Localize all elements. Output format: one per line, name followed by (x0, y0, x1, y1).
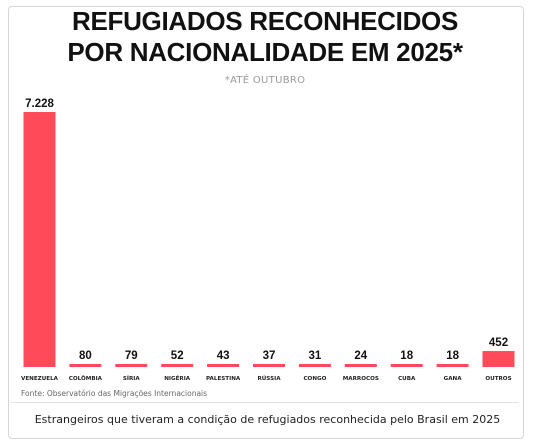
bar-venezuela (23, 112, 56, 367)
divider (11, 402, 519, 403)
value-label: 18 (446, 350, 459, 362)
category-label: NIGÉRIA (164, 374, 191, 382)
value-label: 80 (79, 350, 92, 362)
bar-nigéria (161, 364, 194, 367)
value-label: 18 (400, 350, 413, 362)
chart-subtitle: *ATÉ OUTUBRO (224, 75, 306, 86)
category-label: OUTROS (485, 376, 511, 382)
bar-síria (115, 364, 148, 367)
bar-cuba (390, 364, 423, 367)
value-label: 24 (354, 350, 367, 362)
category-label: GANA (444, 376, 463, 382)
bar-palestina (207, 364, 240, 367)
bar-rússia (253, 364, 285, 367)
value-label: 31 (309, 350, 322, 362)
value-label: 79 (125, 350, 138, 362)
category-label: SÍRIA (123, 374, 140, 382)
bar-gana (436, 364, 469, 367)
value-label: 43 (217, 350, 230, 362)
category-label: RÚSSIA (257, 375, 281, 382)
bar-marrocos (344, 364, 377, 367)
bar-outros (482, 351, 515, 367)
chart-title-line-1: REFUGIADOS RECONHECIDOS (71, 6, 459, 36)
bar-colômbia (69, 364, 102, 367)
value-label: 452 (489, 337, 508, 349)
chart-title: REFUGIADOS RECONHECIDOS POR NACIONALIDAD… (0, 6, 530, 68)
category-label: PALESTINA (206, 376, 241, 382)
category-label: MARROCOS (343, 376, 379, 382)
category-label: CONGO (303, 376, 326, 382)
chart-source: Fonte: Observatório das Migrações Intern… (21, 389, 208, 398)
chart-title-line-2: POR NACIONALIDADE EM 2025* (67, 37, 463, 67)
value-label: 37 (263, 350, 276, 362)
category-label: COLÔMBIA (69, 375, 103, 382)
bar-congo (298, 364, 331, 367)
value-label: 52 (171, 350, 184, 362)
value-label: 7.228 (25, 98, 54, 110)
category-label: VENEZUELA (21, 376, 59, 382)
figure-caption: Estrangeiros que tiveram a condição de r… (34, 413, 501, 426)
category-label: CUBA (398, 376, 416, 382)
